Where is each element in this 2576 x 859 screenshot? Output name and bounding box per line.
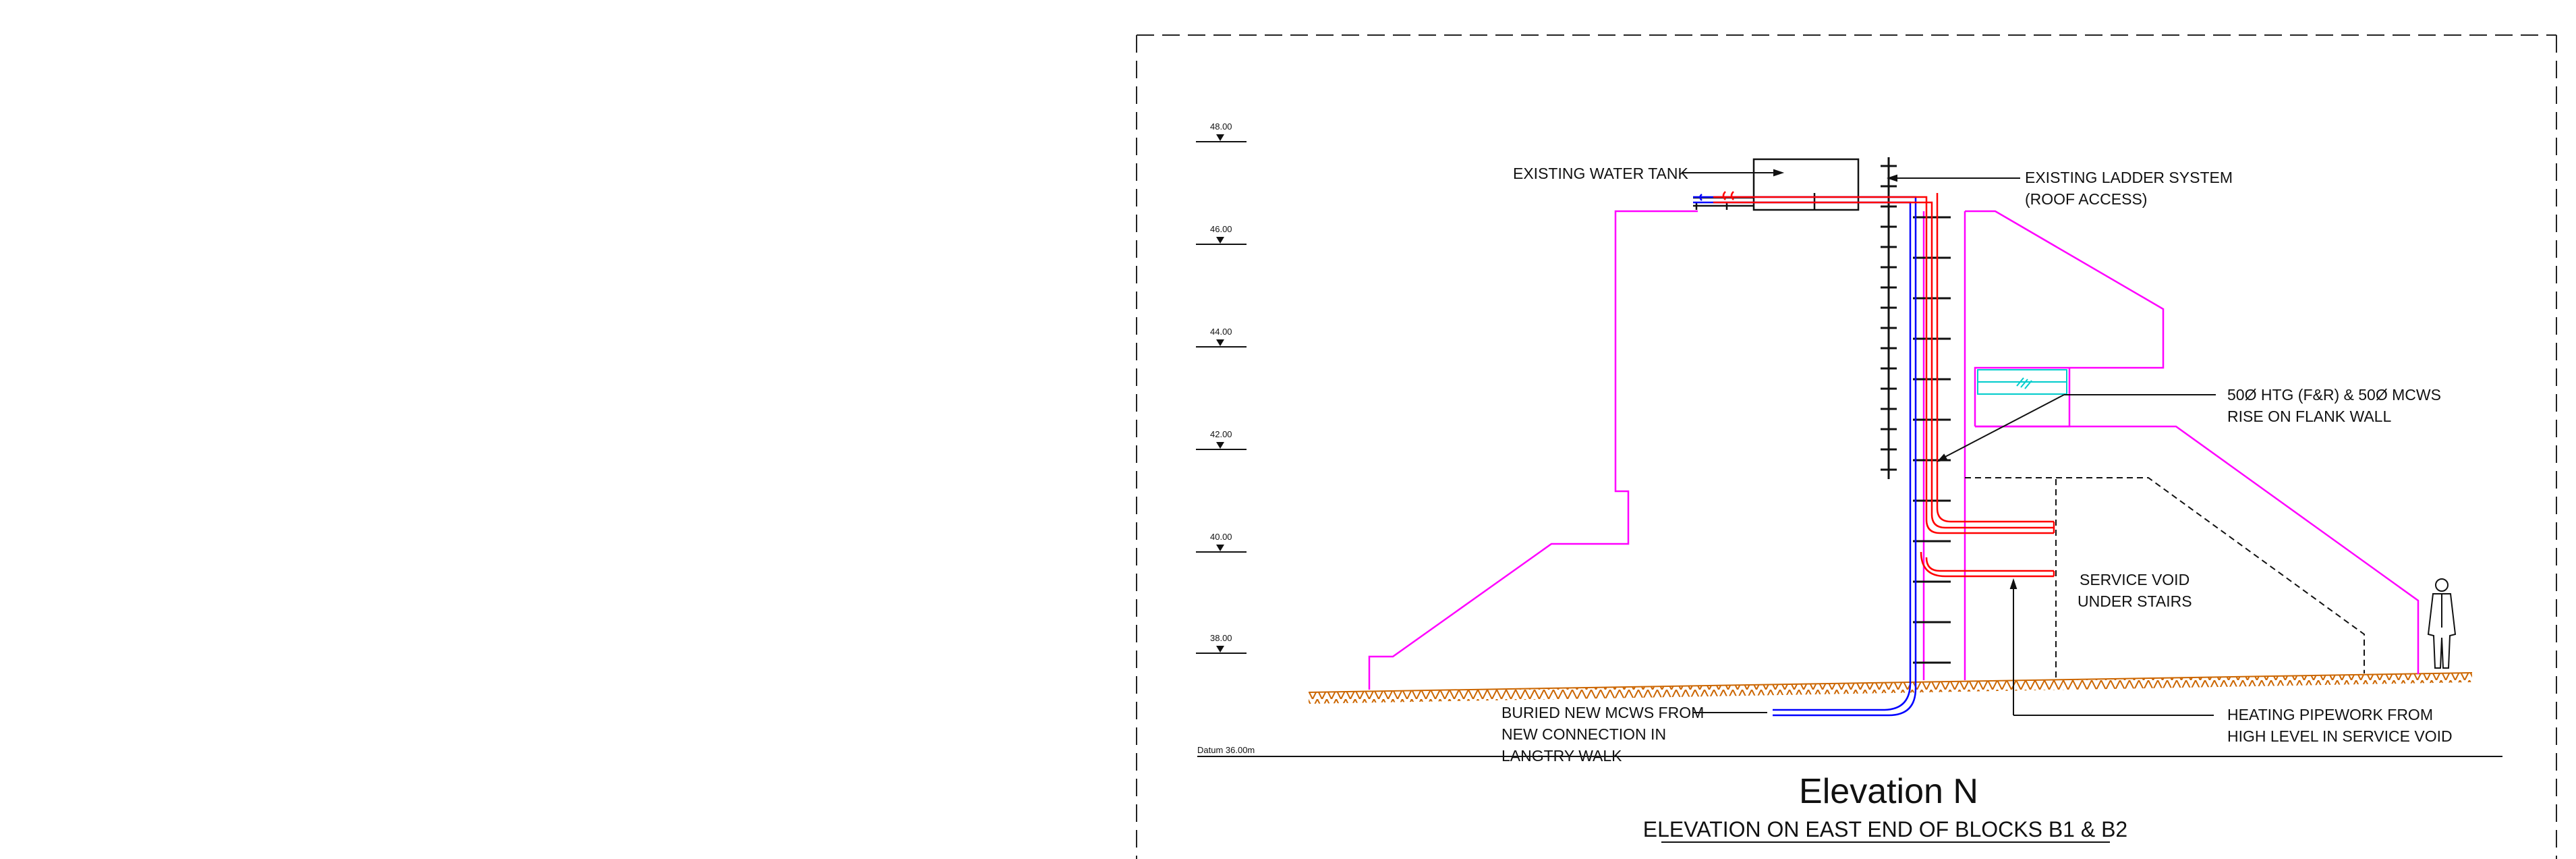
level-value: 46.00 <box>1210 224 1232 234</box>
level-marker: 46.00 <box>1196 224 1247 245</box>
level-value: 48.00 <box>1210 121 1232 132</box>
level-value: 40.00 <box>1210 532 1232 542</box>
ground <box>1308 672 2473 704</box>
label-heating-line-2: HIGH LEVEL IN SERVICE VOID <box>2227 727 2453 745</box>
level-markers: 48.00 46.00 44.00 42.00 40.00 38.00 <box>1196 121 1247 654</box>
cold-water-pipe <box>1693 194 1917 717</box>
glazing <box>1977 369 2067 395</box>
level-triangle-icon <box>1216 237 1224 244</box>
label-heating-line-1: HEATING PIPEWORK FROM <box>2227 706 2433 723</box>
heating-pipes <box>1713 191 2055 578</box>
level-value: 42.00 <box>1210 429 1232 439</box>
level-triangle-icon <box>1216 545 1224 551</box>
sheet-border <box>1136 34 2557 859</box>
label-buried-line-1: BURIED NEW MCWS FROM <box>1501 704 1704 721</box>
level-triangle-icon <box>1216 442 1224 449</box>
drawing-subtitle: ELEVATION ON EAST END OF BLOCKS B1 & B2 <box>1643 817 2127 841</box>
level-triangle-icon <box>1216 339 1224 346</box>
level-marker: 44.00 <box>1196 327 1247 348</box>
label-void-line-2: UNDER STAIRS <box>2078 592 2192 610</box>
level-triangle-icon <box>1216 134 1224 141</box>
stair-soffit <box>1965 477 2365 677</box>
label-ladder-line-2: (ROOF ACCESS) <box>2025 190 2147 208</box>
building-outline <box>1368 210 2420 690</box>
standing-person-icon <box>2427 578 2457 669</box>
leader-lines <box>1682 169 2216 716</box>
level-triangle-icon <box>1216 646 1224 653</box>
drawing-title: Elevation N <box>1799 772 1978 811</box>
label-pipes-line-1: 50Ø HTG (F&R) & 50Ø MCWS <box>2227 386 2441 404</box>
level-marker: 38.00 <box>1196 633 1247 654</box>
level-marker: 48.00 <box>1196 121 1247 142</box>
label-buried-line-2: NEW CONNECTION IN <box>1501 725 1666 743</box>
level-value: 44.00 <box>1210 327 1232 337</box>
level-marker: 40.00 <box>1196 532 1247 553</box>
level-value: 38.00 <box>1210 633 1232 643</box>
label-void-line-1: SERVICE VOID <box>2080 571 2189 588</box>
label-water-tank: EXISTING WATER TANK <box>1513 165 1688 182</box>
label-ladder-line-1: EXISTING LADDER SYSTEM <box>2025 169 2233 186</box>
level-marker: 42.00 <box>1196 429 1247 450</box>
datum-label: Datum 36.00m <box>1197 745 1255 755</box>
label-pipes-line-2: RISE ON FLANK WALL <box>2227 408 2391 425</box>
label-buried-line-3: LANGTRY WALK <box>1501 747 1622 765</box>
